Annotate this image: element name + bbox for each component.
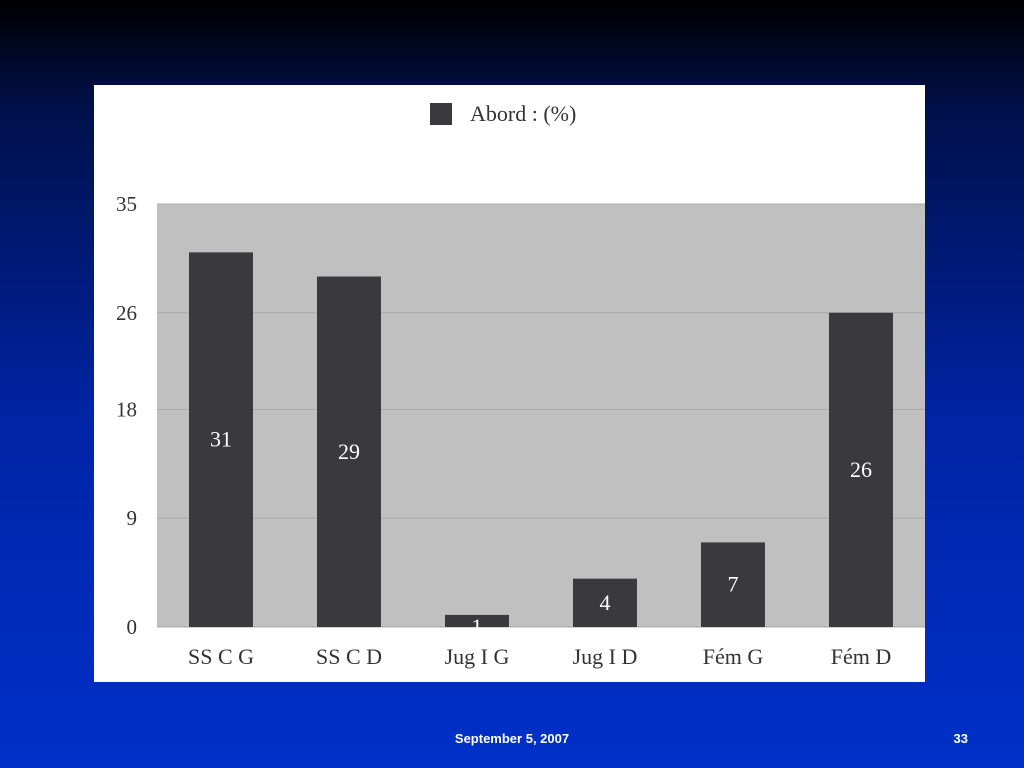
- x-tick-label: SS C D: [316, 644, 382, 669]
- bar-value-label: 7: [728, 572, 739, 597]
- y-tick-label: 9: [127, 506, 138, 530]
- bar-value-labels: 31 29 1 4 7 26: [210, 427, 872, 639]
- bar: [573, 578, 637, 627]
- bar-value-label: 26: [850, 457, 872, 482]
- x-axis-ticks: SS C G SS C D Jug I G Jug I D Fém G Fém D: [188, 644, 891, 669]
- x-tick-label: Jug I D: [573, 644, 638, 669]
- bar: [445, 614, 509, 627]
- legend-label: Abord : (%): [470, 101, 576, 126]
- bar-value-label: 1: [472, 614, 483, 639]
- y-tick-label: 35: [116, 192, 137, 216]
- bar-value-label: 4: [600, 590, 611, 615]
- x-tick-label: Fém G: [703, 644, 764, 669]
- x-tick-label: Fém D: [831, 644, 892, 669]
- legend-swatch: [430, 103, 452, 125]
- bar: [317, 276, 381, 627]
- bar-value-label: 29: [338, 439, 360, 464]
- footer-date: September 5, 2007: [454, 731, 570, 746]
- y-tick-label: 26: [116, 301, 137, 325]
- x-tick-label: SS C G: [188, 644, 254, 669]
- bar-value-label: 31: [210, 427, 232, 452]
- bars: [189, 252, 893, 628]
- chart-card: Abord : (%) 0 9 18 26 35 31 29 1 4 7 26 SS C G SS …: [94, 85, 925, 682]
- y-tick-label: 0: [127, 615, 138, 639]
- x-tick-label: Jug I G: [445, 644, 510, 669]
- chart-legend: Abord : (%): [430, 101, 576, 126]
- gridlines: [157, 203, 925, 628]
- bar: [829, 312, 893, 627]
- y-tick-label: 18: [116, 397, 137, 421]
- plot-area: [157, 204, 925, 627]
- page-number: 33: [953, 731, 968, 746]
- bar: [189, 252, 253, 628]
- y-axis-ticks: 0 9 18 26 35: [116, 192, 137, 639]
- bar: [701, 542, 765, 627]
